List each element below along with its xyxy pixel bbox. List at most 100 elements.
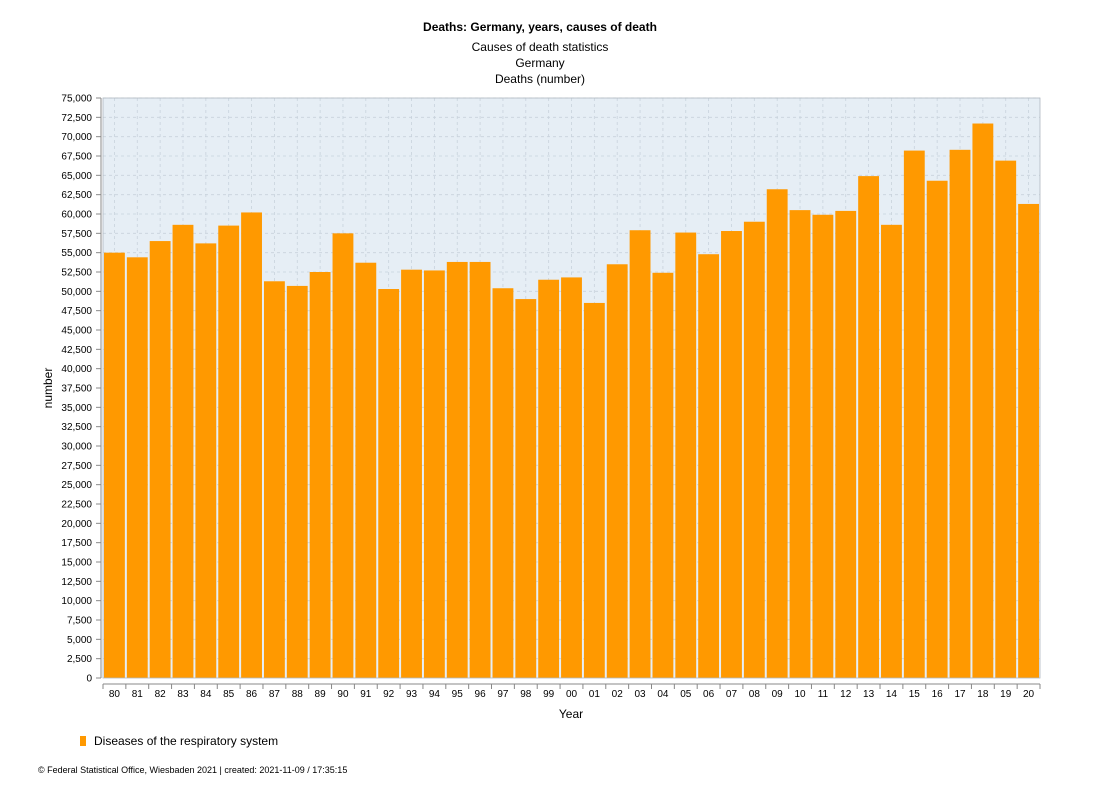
bar-17: [949, 149, 971, 678]
y-tick-label: 20,000: [61, 519, 92, 530]
bar-02: [606, 264, 628, 678]
x-tick-label: 88: [292, 689, 304, 700]
x-tick-label: 09: [772, 689, 784, 700]
chart-subtitle-region: Germany: [515, 56, 565, 70]
x-tick-label: 95: [452, 689, 464, 700]
plot-area: 0 2,500 5,000 7,500 10,000 12,500 15,000 17,500…: [61, 94, 1041, 700]
bar-95: [446, 261, 468, 678]
y-tick-label: 40,000: [61, 364, 92, 375]
y-axis-label: number: [41, 368, 55, 409]
x-tick-label: 02: [612, 689, 624, 700]
x-tick-label: 13: [863, 689, 875, 700]
x-tick-label: 83: [177, 689, 189, 700]
y-tick-label: 7,500: [67, 616, 92, 627]
bar-82: [149, 241, 171, 679]
x-tick-label: 00: [566, 689, 578, 700]
y-tick-label: 32,500: [61, 422, 92, 433]
chart-subtitle-measure: Deaths (number): [494, 72, 586, 86]
bar-01: [583, 302, 605, 678]
bar-88: [286, 285, 308, 678]
x-tick-label: 81: [132, 689, 144, 700]
x-tick-label: 20: [1023, 689, 1035, 700]
bar-84: [195, 243, 217, 679]
bar-15: [903, 150, 925, 678]
x-tick-label: 10: [794, 689, 806, 700]
y-tick-label: 72,500: [61, 113, 92, 124]
bar-11: [812, 214, 834, 679]
bar-93: [401, 269, 422, 678]
y-tick-label: 30,000: [61, 442, 92, 453]
x-tick-label: 05: [680, 689, 692, 700]
bar-06: [698, 254, 720, 679]
bar-86: [241, 212, 262, 678]
x-tick-label: 14: [886, 689, 898, 700]
y-tick-label: 12,500: [61, 577, 92, 588]
bar-13: [858, 176, 880, 678]
x-tick-label: 11: [818, 689, 829, 700]
bar-03: [629, 230, 651, 679]
y-tick-label: 57,500: [61, 229, 92, 240]
bar-05: [675, 232, 697, 678]
y-tick-label: 60,000: [61, 210, 92, 221]
y-tick-label: 35,000: [61, 403, 92, 414]
bar-98: [515, 299, 537, 678]
y-tick-label: 45,000: [61, 326, 92, 337]
bar-04: [652, 272, 674, 678]
x-tick-label: 03: [634, 689, 646, 700]
x-tick-label: 99: [543, 689, 555, 700]
bar-92: [378, 289, 400, 678]
chart-title: Deaths: Germany, years, causes of death: [423, 20, 657, 34]
y-tick-label: 25,000: [61, 480, 92, 491]
bar-07: [721, 231, 742, 678]
bar-81: [126, 257, 148, 678]
x-tick-label: 93: [406, 689, 418, 700]
bar-18: [972, 123, 994, 678]
bar-09: [766, 189, 788, 678]
plot-frame: [102, 97, 1041, 679]
x-tick-label: 84: [200, 689, 212, 700]
x-tick-label: 19: [1000, 689, 1012, 700]
x-tick-label: 01: [589, 689, 601, 700]
x-tick-label: 12: [840, 689, 852, 700]
x-tick-label: 97: [497, 689, 509, 700]
x-tick-label: 91: [360, 689, 372, 700]
y-tick-label: 22,500: [61, 500, 92, 511]
x-axis-label: Year: [559, 707, 583, 721]
y-tick-label: 2,500: [67, 654, 92, 665]
bar-87: [263, 281, 285, 678]
y-tick-label: 42,500: [61, 345, 92, 356]
x-tick-label: 87: [269, 689, 281, 700]
y-tick-label: 0: [86, 674, 92, 685]
bar-89: [309, 272, 331, 678]
x-tick-label: 82: [155, 689, 167, 700]
y-tick-label: 75,000: [61, 94, 92, 105]
bar-08: [743, 221, 765, 678]
bar-83: [172, 224, 194, 678]
x-tick-label: 15: [909, 689, 921, 700]
bar-94: [423, 270, 445, 678]
y-tick-label: 15,000: [61, 558, 92, 569]
y-tick-label: 47,500: [61, 306, 92, 317]
x-tick-label: 04: [657, 689, 669, 700]
y-tick-label: 50,000: [61, 287, 92, 298]
bar-80: [104, 252, 125, 678]
legend-label: Diseases of the respiratory system: [94, 734, 279, 748]
y-tick-label: 65,000: [61, 171, 92, 182]
chart-subtitle-source: Causes of death statistics: [471, 40, 609, 54]
bar-99: [538, 279, 560, 678]
bar-00: [561, 277, 582, 678]
bar-19: [995, 160, 1017, 678]
bar-90: [332, 233, 354, 679]
footer-credit: © Federal Statistical Office, Wiesbaden …: [38, 765, 348, 775]
x-tick-label: 98: [520, 689, 532, 700]
legend: Diseases of the respiratory system: [80, 734, 278, 748]
x-tick-label: 90: [337, 689, 349, 700]
y-tick-label: 52,500: [61, 268, 92, 279]
y-tick-label: 70,000: [61, 132, 92, 143]
y-tick-label: 10,000: [61, 596, 92, 607]
legend-swatch: [80, 736, 86, 746]
x-tick-label: 17: [954, 689, 966, 700]
y-tick-label: 37,500: [61, 384, 92, 395]
x-tick-label: 94: [429, 689, 441, 700]
